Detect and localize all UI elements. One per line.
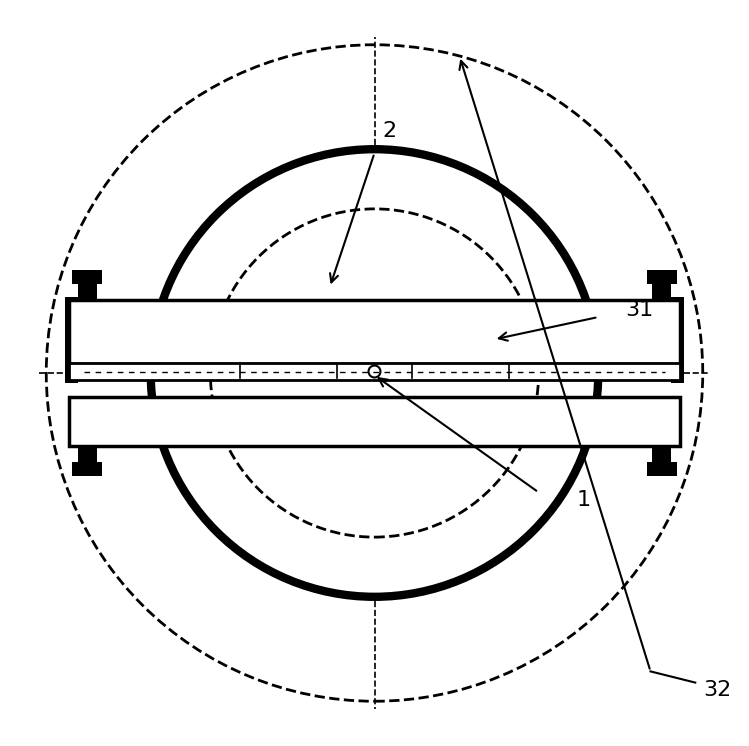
Text: 2: 2 [382, 121, 396, 140]
Text: 32: 32 [703, 680, 732, 700]
FancyBboxPatch shape [647, 463, 676, 476]
FancyBboxPatch shape [73, 463, 102, 476]
FancyBboxPatch shape [73, 270, 102, 283]
FancyBboxPatch shape [652, 446, 671, 463]
Text: 1: 1 [576, 490, 590, 510]
FancyBboxPatch shape [647, 270, 676, 283]
FancyBboxPatch shape [652, 283, 671, 300]
FancyBboxPatch shape [78, 283, 97, 300]
FancyBboxPatch shape [69, 397, 680, 446]
FancyBboxPatch shape [69, 300, 680, 363]
FancyBboxPatch shape [670, 296, 684, 383]
FancyBboxPatch shape [78, 446, 97, 463]
Text: 31: 31 [625, 300, 653, 319]
FancyBboxPatch shape [65, 296, 79, 383]
FancyBboxPatch shape [69, 363, 680, 380]
